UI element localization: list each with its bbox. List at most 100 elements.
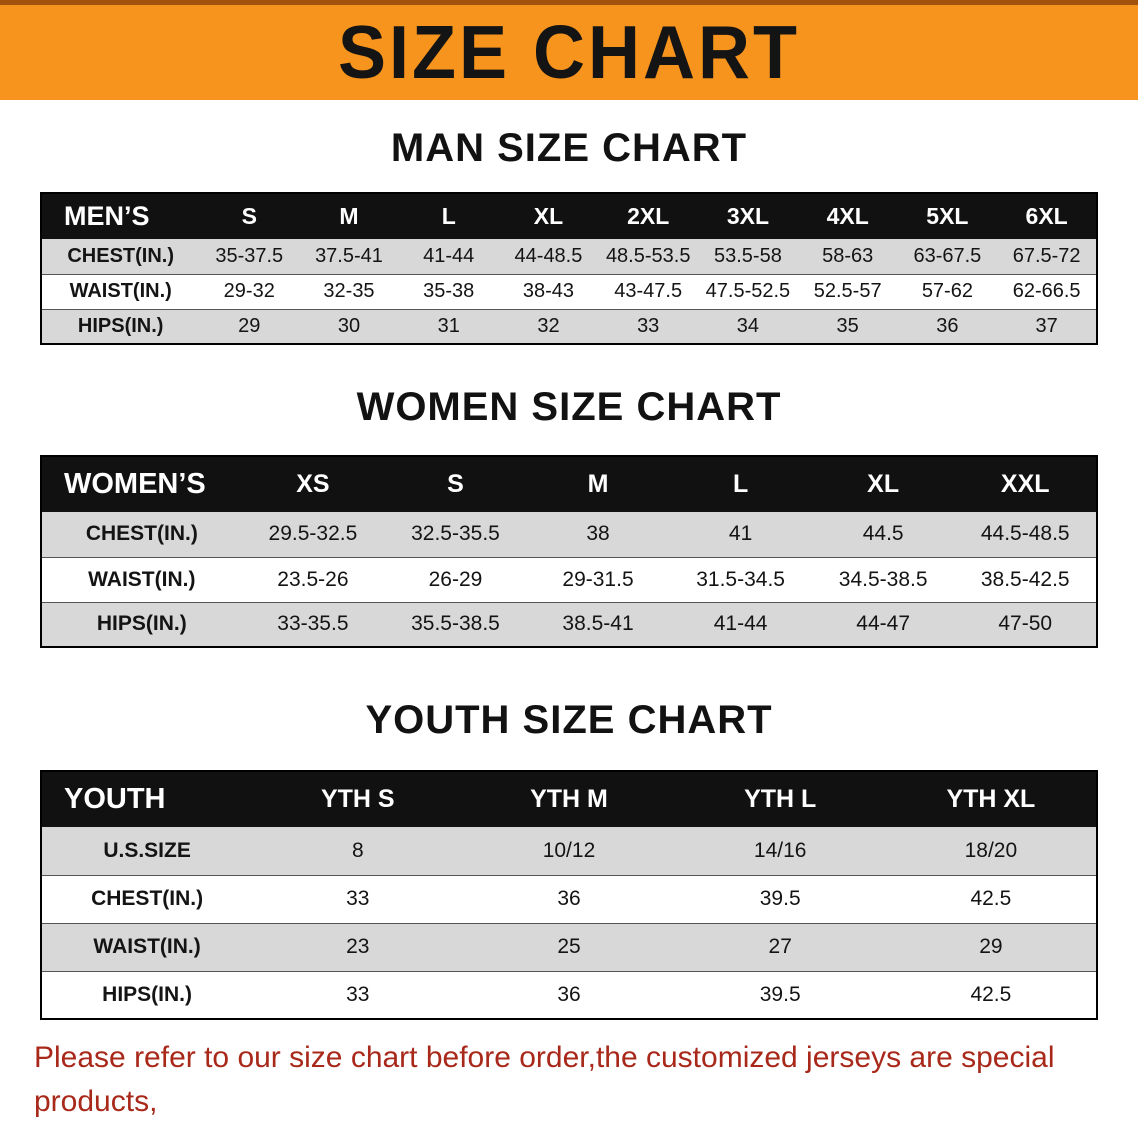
disclaimer: Please refer to our size chart before or… xyxy=(0,1036,1138,1132)
measurement-value-cell: 41 xyxy=(728,522,753,546)
measurement-value-cell: 39.5 xyxy=(759,982,801,1006)
row-label-cell: HIPS(IN.) xyxy=(96,612,187,636)
men-section: MAN SIZE CHART MEN’S S M L XL 2XL 3XL 4XL 5XL 6XL C… xyxy=(0,126,1138,345)
men-header-row: MEN’S S M L XL 2XL 3XL 4XL 5XL 6XL xyxy=(41,193,1097,239)
row-label-cell: CHEST(IN.) xyxy=(91,887,204,910)
measurement-value-cell: 8 xyxy=(351,838,364,862)
measurement-value-cell: 35 xyxy=(836,314,859,337)
table-row: HIPS(IN.) 29 30 31 32 33 34 35 36 37 xyxy=(41,309,1097,344)
measurement-value-cell: 32 xyxy=(537,314,560,337)
size-header-cell: 4XL xyxy=(797,193,898,239)
size-header-cell: L xyxy=(398,193,499,239)
measurement-value-cell: 38.5-42.5 xyxy=(980,567,1070,591)
measurement-value-cell: 23 xyxy=(346,935,370,958)
measurement-value-cell: 35-38 xyxy=(423,280,475,302)
measurement-value-cell: 41-44 xyxy=(423,244,475,267)
measurement-value-cell: 23.5-26 xyxy=(277,567,349,591)
measurement-value-cell: 57-62 xyxy=(921,280,973,302)
measurement-value-cell: 37.5-41 xyxy=(315,244,383,267)
measurement-value-cell: 14/16 xyxy=(753,838,807,862)
size-header-cell: XS xyxy=(241,456,385,512)
measurement-value-cell: 32-35 xyxy=(323,280,375,302)
measurement-value-cell: 36 xyxy=(557,982,581,1006)
size-header-cell: M xyxy=(299,193,399,239)
measurement-value-cell: 47.5-52.5 xyxy=(705,280,791,302)
measurement-value-cell: 35.5-38.5 xyxy=(411,612,500,636)
banner-title: SIZE CHART xyxy=(338,10,800,95)
table-row: U.S.SIZE 8 10/12 14/16 18/20 xyxy=(41,827,1097,875)
women-section: WOMEN SIZE CHART WOMEN’S XS S M L XL XXL CHEST(I… xyxy=(0,385,1138,648)
measurement-value-cell: 43-47.5 xyxy=(614,280,683,302)
row-label-cell: HIPS(IN.) xyxy=(77,314,164,337)
row-label-cell: CHEST(IN.) xyxy=(67,244,175,267)
measurement-value-cell: 63-67.5 xyxy=(913,244,982,267)
measurement-value-cell: 29 xyxy=(238,314,261,337)
measurement-value-cell: 44.5 xyxy=(862,522,904,546)
disclaimer-line-1: Please refer to our size chart before or… xyxy=(34,1041,1055,1118)
size-header-cell: 5XL xyxy=(897,193,998,239)
row-label-cell: CHEST(IN.) xyxy=(85,522,198,546)
measurement-value-cell: 31.5-34.5 xyxy=(696,567,785,591)
youth-size-table: YOUTH YTH S YTH M YTH L YTH XL U.S.SIZE 8 10/12… xyxy=(40,770,1098,1020)
table-row: WAIST(IN.) 23 25 27 29 xyxy=(41,923,1097,971)
size-header-cell: YTH L xyxy=(674,771,886,827)
measurement-value-cell: 31 xyxy=(437,314,460,337)
measurement-value-cell: 38.5-41 xyxy=(562,612,634,636)
measurement-value-cell: 29.5-32.5 xyxy=(268,522,358,546)
measurement-value-cell: 35-37.5 xyxy=(215,244,284,267)
table-row: CHEST(IN.) 29.5-32.5 32.5-35.5 38 41 44.5 44.5… xyxy=(41,512,1097,557)
measurement-value-cell: 29-32 xyxy=(223,280,275,302)
size-header-cell: 6XL xyxy=(997,193,1097,239)
measurement-value-cell: 30 xyxy=(337,314,361,337)
men-section-heading: MAN SIZE CHART xyxy=(390,126,748,170)
size-header-cell: M xyxy=(526,456,670,512)
measurement-value-cell: 36 xyxy=(936,314,959,337)
measurement-value-cell: 32.5-35.5 xyxy=(411,522,500,546)
measurement-value-cell: 33 xyxy=(346,982,370,1006)
table-row: HIPS(IN.) 33-35.5 35.5-38.5 38.5-41 41-44 44-… xyxy=(41,602,1097,647)
measurement-value-cell: 47-50 xyxy=(998,612,1053,636)
women-table-title-cell: WOMEN’S xyxy=(41,456,242,512)
men-table-title-cell: MEN’S xyxy=(41,193,200,239)
size-header-cell: 3XL xyxy=(698,193,798,239)
size-header-cell: XXL xyxy=(954,456,1097,512)
size-header-cell: YTH M xyxy=(463,771,675,827)
measurement-value-cell: 39.5 xyxy=(759,887,801,910)
table-row: HIPS(IN.) 33 36 39.5 42.5 xyxy=(41,971,1097,1019)
disclaimer-line-2: we don't accept cancel, change, teturn o… xyxy=(34,1123,1104,1132)
size-header-cell: L xyxy=(669,456,812,512)
measurement-value-cell: 42.5 xyxy=(970,982,1012,1006)
row-label-cell: WAIST(IN.) xyxy=(69,280,172,302)
table-row: WAIST(IN.) 29-32 32-35 35-38 38-43 43-47.5 47.… xyxy=(41,274,1097,309)
measurement-value-cell: 62-66.5 xyxy=(1012,280,1081,302)
measurement-value-cell: 10/12 xyxy=(542,838,596,862)
size-header-cell: S xyxy=(384,456,527,512)
measurement-value-cell: 29-31.5 xyxy=(562,567,634,591)
measurement-value-cell: 25 xyxy=(557,935,581,958)
size-header-cell: XL xyxy=(811,456,955,512)
measurement-value-cell: 41-44 xyxy=(713,612,768,636)
measurement-value-cell: 33-35.5 xyxy=(277,612,349,636)
measurement-value-cell: 67.5-72 xyxy=(1012,244,1081,267)
size-header-cell: XL xyxy=(498,193,599,239)
row-label-cell: HIPS(IN.) xyxy=(102,982,193,1006)
measurement-value-cell: 38-43 xyxy=(522,280,575,302)
measurement-value-cell: 53.5-58 xyxy=(714,244,782,267)
women-section-heading: WOMEN SIZE CHART xyxy=(356,385,782,429)
banner: SIZE CHART xyxy=(0,0,1138,100)
measurement-value-cell: 37 xyxy=(1035,314,1058,337)
size-header-cell: YTH S xyxy=(252,771,464,827)
measurement-value-cell: 29 xyxy=(979,935,1003,958)
measurement-value-cell: 48.5-53.5 xyxy=(605,244,691,267)
youth-header-row: YOUTH YTH S YTH M YTH L YTH XL xyxy=(41,771,1097,827)
youth-section: YOUTH SIZE CHART YOUTH YTH S YTH M YTH L YTH … xyxy=(0,698,1138,1020)
measurement-value-cell: 26-29 xyxy=(428,567,483,591)
measurement-value-cell: 36 xyxy=(557,887,581,910)
table-row: CHEST(IN.) 35-37.5 37.5-41 41-44 44-48.5 48.5… xyxy=(41,239,1097,274)
youth-table-title-cell: YOUTH xyxy=(41,771,253,827)
measurement-value-cell: 34 xyxy=(736,314,760,337)
measurement-value-cell: 44-47 xyxy=(856,612,911,636)
measurement-value-cell: 33 xyxy=(346,887,370,910)
measurement-value-cell: 42.5 xyxy=(970,887,1012,910)
